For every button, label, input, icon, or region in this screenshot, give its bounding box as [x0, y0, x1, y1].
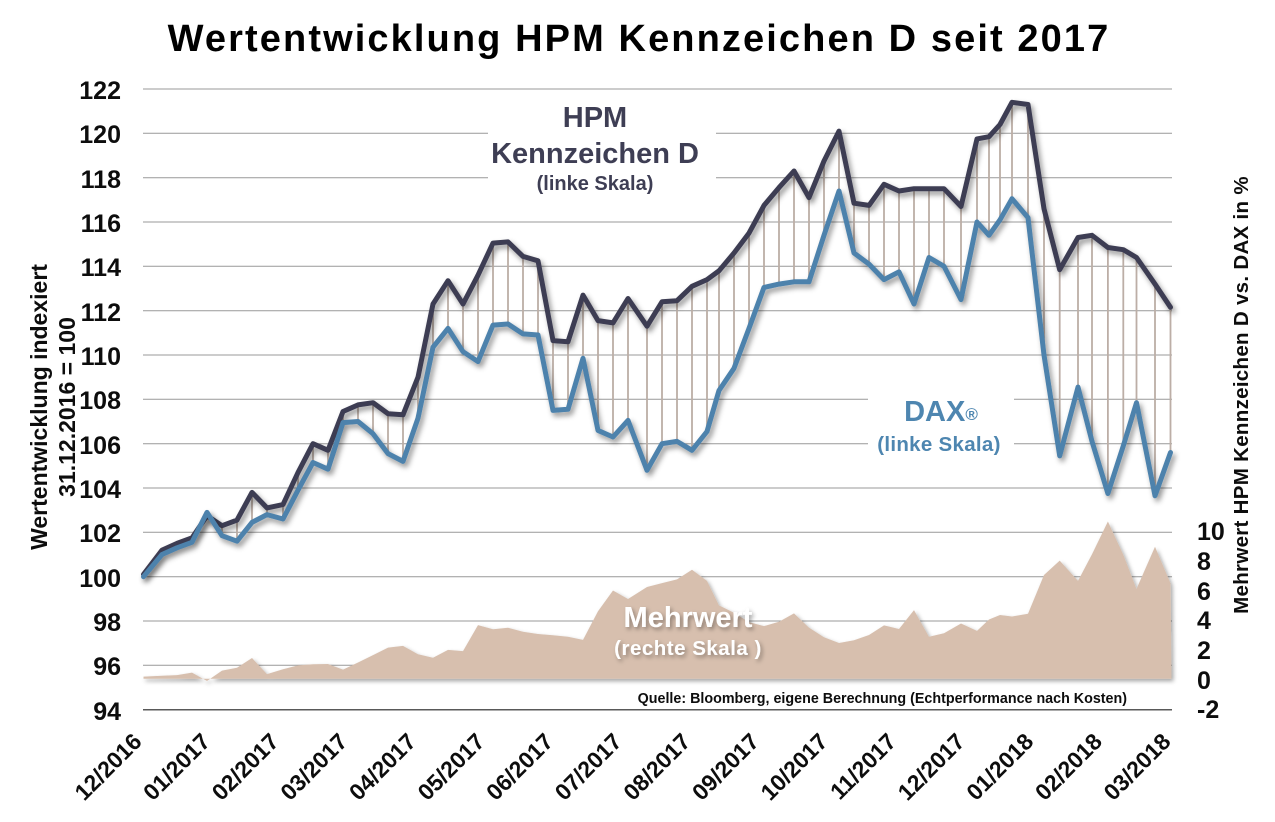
svg-text:10: 10: [1197, 518, 1225, 546]
svg-text:(linke Skala): (linke Skala): [537, 173, 654, 195]
svg-text:102: 102: [79, 520, 121, 548]
svg-text:HPM: HPM: [563, 102, 627, 134]
svg-text:Quelle: Bloomberg, eigene Bere: Quelle: Bloomberg, eigene Berechnung (Ec…: [638, 691, 1128, 707]
svg-text:2: 2: [1197, 637, 1211, 665]
svg-text:4: 4: [1197, 607, 1211, 635]
svg-text:120: 120: [79, 121, 121, 149]
svg-text:Mehrwert: Mehrwert: [624, 602, 753, 634]
svg-text:6: 6: [1197, 578, 1211, 606]
svg-text:Mehrwert HPM Kennzeichen D vs.: Mehrwert HPM Kennzeichen D vs. DAX in %: [1230, 176, 1253, 614]
svg-text:Wertentwicklung indexiert: Wertentwicklung indexiert: [26, 264, 52, 550]
svg-text:8: 8: [1197, 548, 1211, 576]
svg-text:100: 100: [79, 565, 121, 593]
svg-text:0: 0: [1197, 667, 1211, 695]
svg-text:112: 112: [81, 299, 121, 327]
svg-text:Wertentwicklung HPM Kennzeiche: Wertentwicklung HPM Kennzeichen D seit 2…: [168, 18, 1111, 60]
svg-text:(linke Skala): (linke Skala): [877, 433, 1001, 456]
svg-text:116: 116: [81, 210, 121, 238]
svg-text:110: 110: [81, 343, 121, 371]
svg-text:108: 108: [79, 387, 121, 415]
svg-text:31.12.2016 = 100: 31.12.2016 = 100: [54, 317, 80, 497]
svg-text:Kennzeichen D: Kennzeichen D: [491, 138, 699, 170]
svg-text:118: 118: [81, 166, 121, 194]
svg-text:94: 94: [93, 698, 121, 726]
svg-text:-2: -2: [1197, 696, 1219, 724]
svg-text:98: 98: [93, 609, 121, 637]
svg-text:122: 122: [79, 77, 121, 105]
svg-text:(rechte Skala ): (rechte Skala ): [614, 637, 762, 660]
svg-text:104: 104: [79, 476, 121, 504]
svg-text:114: 114: [81, 254, 121, 282]
svg-text:106: 106: [79, 432, 121, 460]
svg-text:96: 96: [93, 653, 121, 681]
